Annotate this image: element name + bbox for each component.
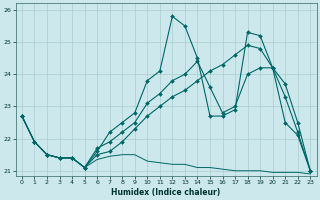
X-axis label: Humidex (Indice chaleur): Humidex (Indice chaleur)	[111, 188, 221, 197]
